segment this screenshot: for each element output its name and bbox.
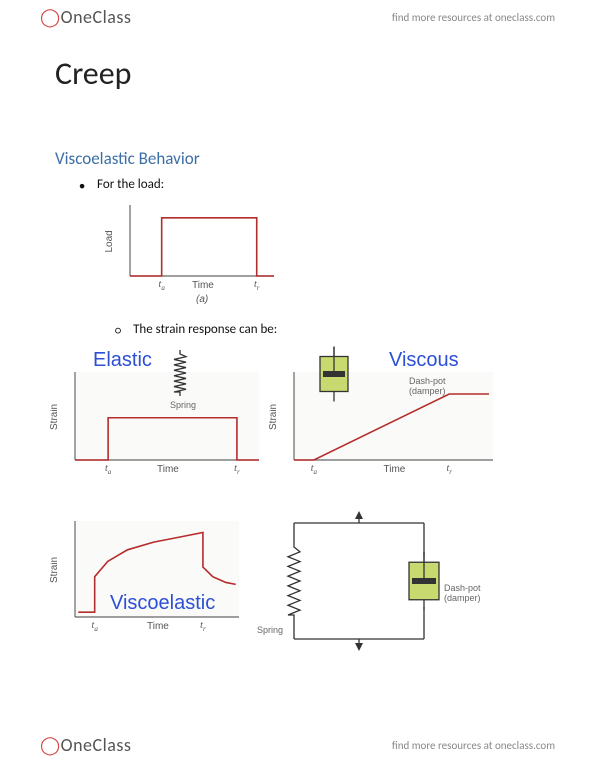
logo-post: Class <box>93 6 132 28</box>
viscous-chart: Viscous Strain Time ta tr Dash-pot(damper) <box>269 344 499 499</box>
bullet-load: ● For the load: <box>79 177 540 195</box>
viscoelastic-model-diagram: Spring Dash-pot(damper) <box>249 511 484 656</box>
svg-text:Strain: Strain <box>50 404 60 430</box>
svg-text:Dash-pot: Dash-pot <box>444 583 481 593</box>
logo-accent: ◯ <box>40 734 61 756</box>
svg-text:Spring: Spring <box>170 400 196 410</box>
svg-text:(a): (a) <box>196 294 208 305</box>
page-title: Creep <box>55 54 540 93</box>
viscoelastic-row: Strain Time ta tr Viscoelastic Spring Dash-po… <box>50 511 540 656</box>
page-content: Creep Viscoelastic Behavior ● For the lo… <box>0 34 595 656</box>
svg-text:ta: ta <box>159 279 166 292</box>
elastic-chart: Elastic Strain Time ta tr Spring <box>50 344 265 499</box>
svg-text:Time: Time <box>157 464 179 475</box>
svg-text:tr: tr <box>200 620 206 633</box>
svg-text:ta: ta <box>92 620 99 633</box>
svg-text:ta: ta <box>105 463 112 476</box>
bullet-text: The strain response can be: <box>133 322 277 337</box>
svg-text:Time: Time <box>384 464 406 475</box>
svg-text:Strain: Strain <box>269 404 279 430</box>
logo-accent: ◯ <box>40 6 61 28</box>
svg-text:tr: tr <box>254 279 260 292</box>
bullet-strain: ○ The strain response can be: <box>115 322 540 340</box>
page-header: ◯OneClass find more resources at oneclas… <box>0 0 595 34</box>
logo: ◯OneClass <box>40 734 131 756</box>
svg-text:Time: Time <box>192 280 214 291</box>
section-heading: Viscoelastic Behavior <box>55 148 540 169</box>
svg-text:Dash-pot: Dash-pot <box>409 376 446 386</box>
load-chart: Load Time ta tr (a) <box>105 199 540 314</box>
svg-text:(damper): (damper) <box>409 386 446 396</box>
response-row: Elastic Strain Time ta tr Spring Viscous Strai… <box>50 344 540 499</box>
bullet-icon: ● <box>79 177 85 195</box>
viscoelastic-chart: Strain Time ta tr Viscoelastic <box>50 511 245 656</box>
footer-tagline: find more resources at oneclass.com <box>392 739 555 752</box>
svg-text:tr: tr <box>446 463 452 476</box>
header-tagline: find more resources at oneclass.com <box>392 11 555 24</box>
svg-text:Viscous: Viscous <box>389 349 459 371</box>
svg-text:Time: Time <box>147 621 169 632</box>
svg-text:Strain: Strain <box>50 557 60 583</box>
svg-text:ta: ta <box>311 463 318 476</box>
svg-text:tr: tr <box>234 463 240 476</box>
bullet-icon: ○ <box>115 322 121 340</box>
svg-text:Viscoelastic: Viscoelastic <box>110 592 215 614</box>
bullet-text: For the load: <box>97 177 164 192</box>
svg-text:Load: Load <box>105 230 115 252</box>
svg-text:Spring: Spring <box>257 625 283 635</box>
logo-pre: One <box>61 734 93 756</box>
logo: ◯OneClass <box>40 6 131 28</box>
logo-pre: One <box>61 6 93 28</box>
logo-post: Class <box>93 734 132 756</box>
svg-text:Elastic: Elastic <box>93 349 152 371</box>
svg-text:(damper): (damper) <box>444 593 481 603</box>
page-footer: ◯OneClass find more resources at oneclas… <box>0 728 595 762</box>
